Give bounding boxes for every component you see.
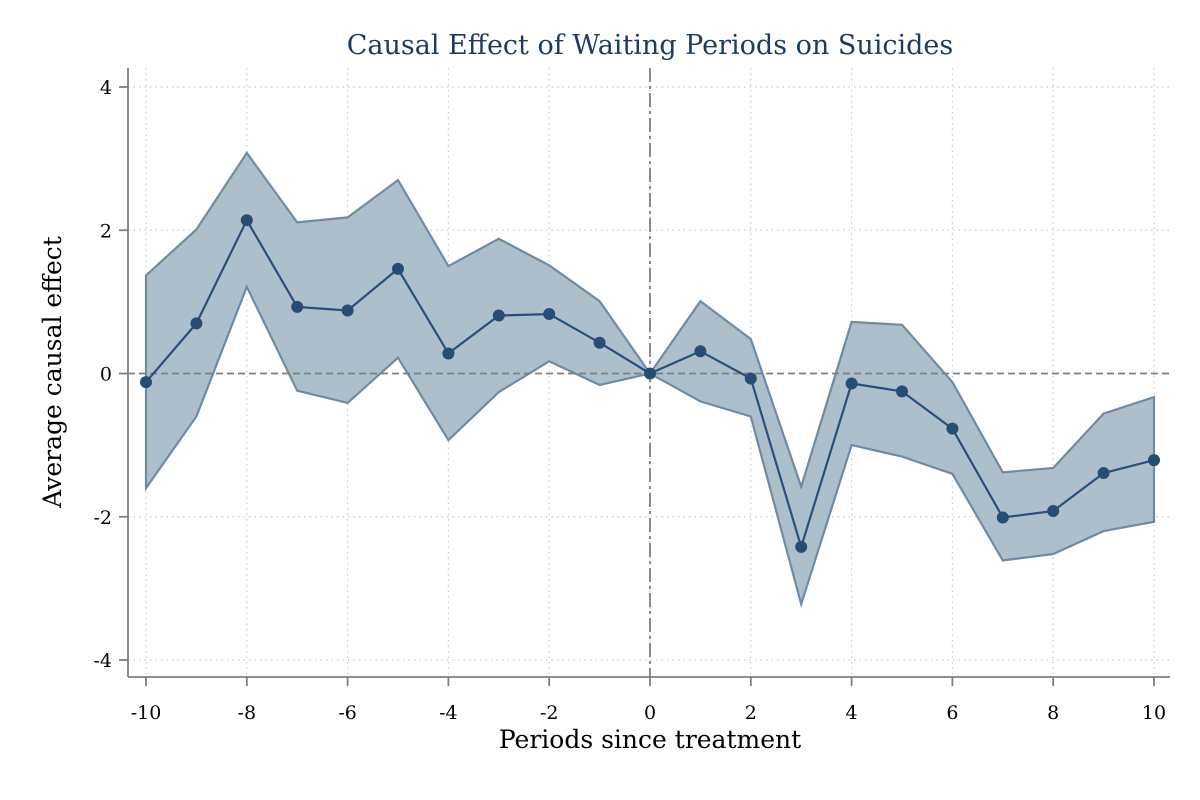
data-point	[291, 300, 304, 313]
y-tick-label: 0	[100, 364, 112, 386]
y-tick-label: -4	[93, 650, 112, 672]
data-point	[744, 372, 757, 385]
data-point	[593, 336, 606, 349]
x-tick-label: 0	[644, 702, 656, 724]
x-axis-label: Periods since treatment	[499, 725, 801, 754]
data-point	[190, 317, 203, 330]
x-tick-label: -8	[238, 702, 257, 724]
data-point	[644, 367, 656, 380]
x-tick-label: 10	[1142, 702, 1166, 724]
effect-points-layer	[140, 214, 1160, 553]
y-tick-label: -2	[93, 507, 112, 529]
tick-labels: -10 -8 -6 -4 -2 0 2 4 6 8 10 -4 -2 0 2 4	[93, 77, 1166, 724]
y-axis-label: Average causal effect	[38, 236, 67, 509]
x-tick-label: -4	[439, 702, 458, 724]
x-tick-label: -6	[338, 702, 357, 724]
x-tick-label: -2	[540, 702, 559, 724]
data-point	[1097, 467, 1110, 480]
x-tick-label: 6	[946, 702, 958, 724]
data-point	[845, 377, 858, 390]
x-tick-label: -10	[131, 702, 162, 724]
data-point	[442, 347, 455, 360]
chart-title: Causal Effect of Waiting Periods on Suic…	[347, 30, 954, 61]
data-point	[240, 214, 253, 227]
data-point	[1148, 454, 1160, 467]
y-tick-label: 2	[100, 220, 112, 242]
y-tick-label: 4	[100, 77, 112, 99]
data-point	[543, 308, 556, 321]
x-tick-label: 4	[846, 702, 858, 724]
data-point	[140, 376, 152, 389]
data-point	[946, 422, 959, 435]
x-tick-label: 2	[745, 702, 757, 724]
data-point	[1047, 505, 1060, 518]
axes	[119, 68, 1170, 686]
data-point	[341, 304, 354, 317]
data-point	[694, 345, 707, 358]
data-point	[996, 511, 1009, 524]
data-point	[492, 309, 505, 322]
x-tick-label: 8	[1047, 702, 1059, 724]
data-point	[392, 262, 404, 275]
data-point	[896, 385, 908, 398]
data-point	[795, 540, 808, 553]
